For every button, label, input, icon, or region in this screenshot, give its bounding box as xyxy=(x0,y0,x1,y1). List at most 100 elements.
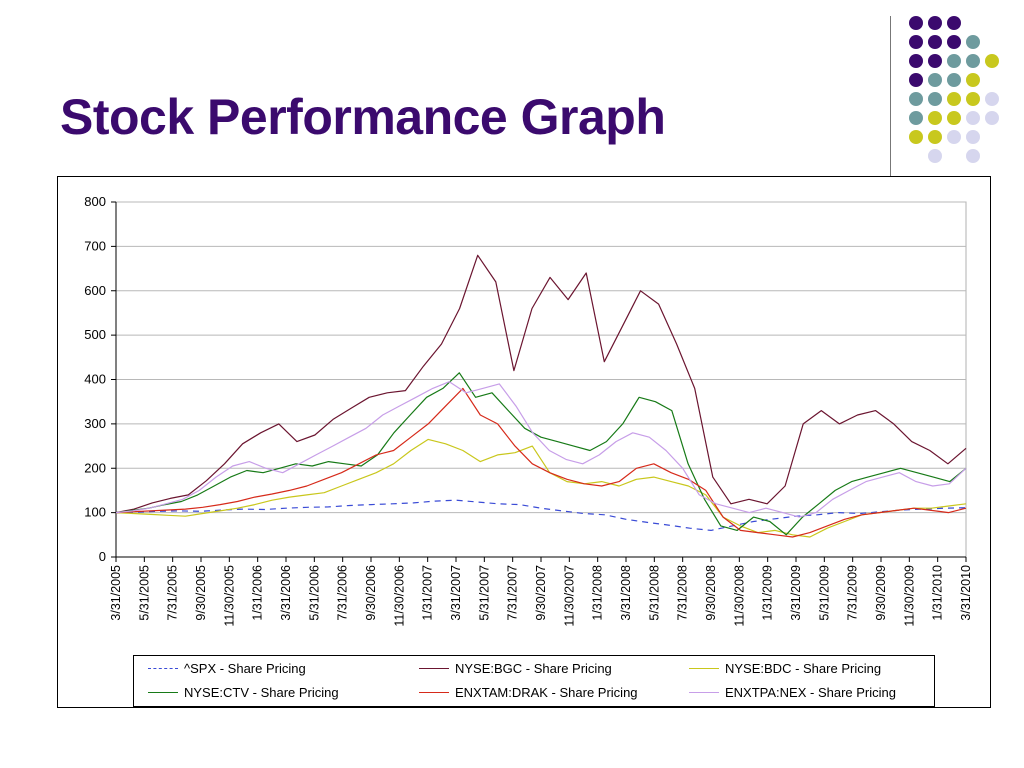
decorative-dot xyxy=(947,16,961,30)
legend-swatch xyxy=(689,692,719,693)
x-tick-label: 9/30/2008 xyxy=(704,565,718,621)
x-tick-label: 1/31/2006 xyxy=(251,565,265,621)
series-line xyxy=(115,381,967,518)
y-tick-label: 600 xyxy=(84,283,106,298)
x-tick-label: 3/31/2007 xyxy=(449,565,463,621)
x-tick-label: 5/31/2006 xyxy=(307,565,321,621)
legend-swatch xyxy=(689,668,719,669)
decorative-dot xyxy=(966,130,980,144)
decorative-dot xyxy=(947,92,961,106)
y-tick-label: 400 xyxy=(84,372,106,387)
decorative-dot xyxy=(909,92,923,106)
decorative-dot xyxy=(966,35,980,49)
legend-item: ENXTPA:NEX - Share Pricing xyxy=(689,685,896,700)
decorative-dot xyxy=(928,149,942,163)
decorative-dot-grid xyxy=(909,16,999,163)
x-tick-label: 3/31/2009 xyxy=(789,565,803,621)
decorative-dot xyxy=(928,73,942,87)
y-tick-label: 800 xyxy=(84,194,106,209)
x-tick-label: 1/31/2007 xyxy=(421,565,435,621)
decorative-dot xyxy=(966,149,980,163)
decorative-dot xyxy=(985,54,999,68)
x-tick-label: 7/31/2009 xyxy=(846,565,860,621)
series-line xyxy=(115,387,967,538)
x-tick-label: 9/30/2007 xyxy=(534,565,548,621)
x-tick-label: 3/31/2008 xyxy=(619,565,633,621)
slide-title: Stock Performance Graph xyxy=(60,89,666,145)
decorative-dot xyxy=(909,35,923,49)
x-tick-label: 3/31/2010 xyxy=(959,565,973,621)
x-tick-label: 11/30/2009 xyxy=(902,565,916,627)
x-tick-label: 9/30/2009 xyxy=(874,565,888,621)
x-tick-label: 5/31/2008 xyxy=(647,565,661,621)
x-tick-label: 11/30/2006 xyxy=(392,565,406,627)
decorative-divider xyxy=(890,16,891,176)
y-tick-label: 0 xyxy=(99,549,106,564)
decorative-dot xyxy=(947,73,961,87)
decorative-dot xyxy=(966,92,980,106)
x-tick-label: 11/30/2008 xyxy=(732,565,746,627)
series-line xyxy=(115,438,967,538)
decorative-dot xyxy=(985,92,999,106)
y-tick-label: 500 xyxy=(84,327,106,342)
legend-item: NYSE:BGC - Share Pricing xyxy=(419,661,612,676)
decorative-dot xyxy=(966,54,980,68)
y-tick-label: 300 xyxy=(84,416,106,431)
stock-performance-chart: 0 100 200 300 400 500 600 700 800 3/31/2005 5/31/2… xyxy=(84,194,973,627)
x-tick-label: 1/31/2009 xyxy=(761,565,775,621)
decorative-dot xyxy=(909,16,923,30)
decorative-dot xyxy=(985,111,999,125)
legend-item: ^SPX - Share Pricing xyxy=(148,661,306,676)
legend-swatch xyxy=(148,668,178,669)
decorative-dot xyxy=(909,54,923,68)
decorative-dot xyxy=(928,130,942,144)
x-tick-label: 5/31/2007 xyxy=(477,565,491,621)
x-tick-label: 7/31/2008 xyxy=(676,565,690,621)
legend-item: NYSE:CTV - Share Pricing xyxy=(148,685,339,700)
decorative-dot xyxy=(928,111,942,125)
legend-swatch xyxy=(419,692,449,693)
x-tick-label: 7/31/2007 xyxy=(506,565,520,621)
chart-frame: 0 100 200 300 400 500 600 700 800 3/31/2005 5/31/2… xyxy=(57,176,991,708)
decorative-dot xyxy=(966,73,980,87)
y-tick-label: 200 xyxy=(84,460,106,475)
x-tick-label: 7/31/2006 xyxy=(336,565,350,621)
decorative-dot xyxy=(928,92,942,106)
legend-label: ENXTPA:NEX - Share Pricing xyxy=(725,685,896,700)
series-line xyxy=(115,372,967,536)
legend-swatch xyxy=(148,692,178,693)
decorative-dot xyxy=(966,111,980,125)
y-tick-label: 700 xyxy=(84,238,106,253)
decorative-dot xyxy=(947,130,961,144)
legend-label: NYSE:BDC - Share Pricing xyxy=(725,661,882,676)
x-tick-label: 1/31/2008 xyxy=(591,565,605,621)
legend-item: ENXTAM:DRAK - Share Pricing xyxy=(419,685,638,700)
legend-label: NYSE:CTV - Share Pricing xyxy=(184,685,339,700)
y-tick-label: 100 xyxy=(84,505,106,520)
legend-label: NYSE:BGC - Share Pricing xyxy=(455,661,612,676)
decorative-dot xyxy=(928,54,942,68)
legend-item: NYSE:BDC - Share Pricing xyxy=(689,661,881,676)
x-tick-label: 3/31/2006 xyxy=(279,565,293,621)
x-tick-label: 5/31/2005 xyxy=(137,565,151,621)
x-tick-label: 5/31/2009 xyxy=(817,565,831,621)
chart-legend: ^SPX - Share Pricing NYSE:BGC - Share Pri… xyxy=(133,655,935,707)
x-tick-label: 9/30/2006 xyxy=(364,565,378,621)
x-tick-label: 7/31/2005 xyxy=(166,565,180,621)
decorative-dot xyxy=(909,130,923,144)
x-tick-label: 3/31/2005 xyxy=(109,565,123,621)
series-line xyxy=(115,254,967,514)
x-tick-label: 11/30/2005 xyxy=(222,565,236,627)
decorative-dot xyxy=(928,16,942,30)
x-tick-label: 9/30/2005 xyxy=(194,565,208,621)
x-tick-label: 11/30/2007 xyxy=(562,565,576,627)
legend-label: ^SPX - Share Pricing xyxy=(184,661,306,676)
legend-swatch xyxy=(419,668,449,669)
decorative-dot xyxy=(909,73,923,87)
x-tick-label: 1/31/2010 xyxy=(931,565,945,621)
decorative-dot xyxy=(947,111,961,125)
decorative-dot xyxy=(947,35,961,49)
decorative-dot xyxy=(909,111,923,125)
legend-label: ENXTAM:DRAK - Share Pricing xyxy=(455,685,638,700)
decorative-dot xyxy=(928,35,942,49)
